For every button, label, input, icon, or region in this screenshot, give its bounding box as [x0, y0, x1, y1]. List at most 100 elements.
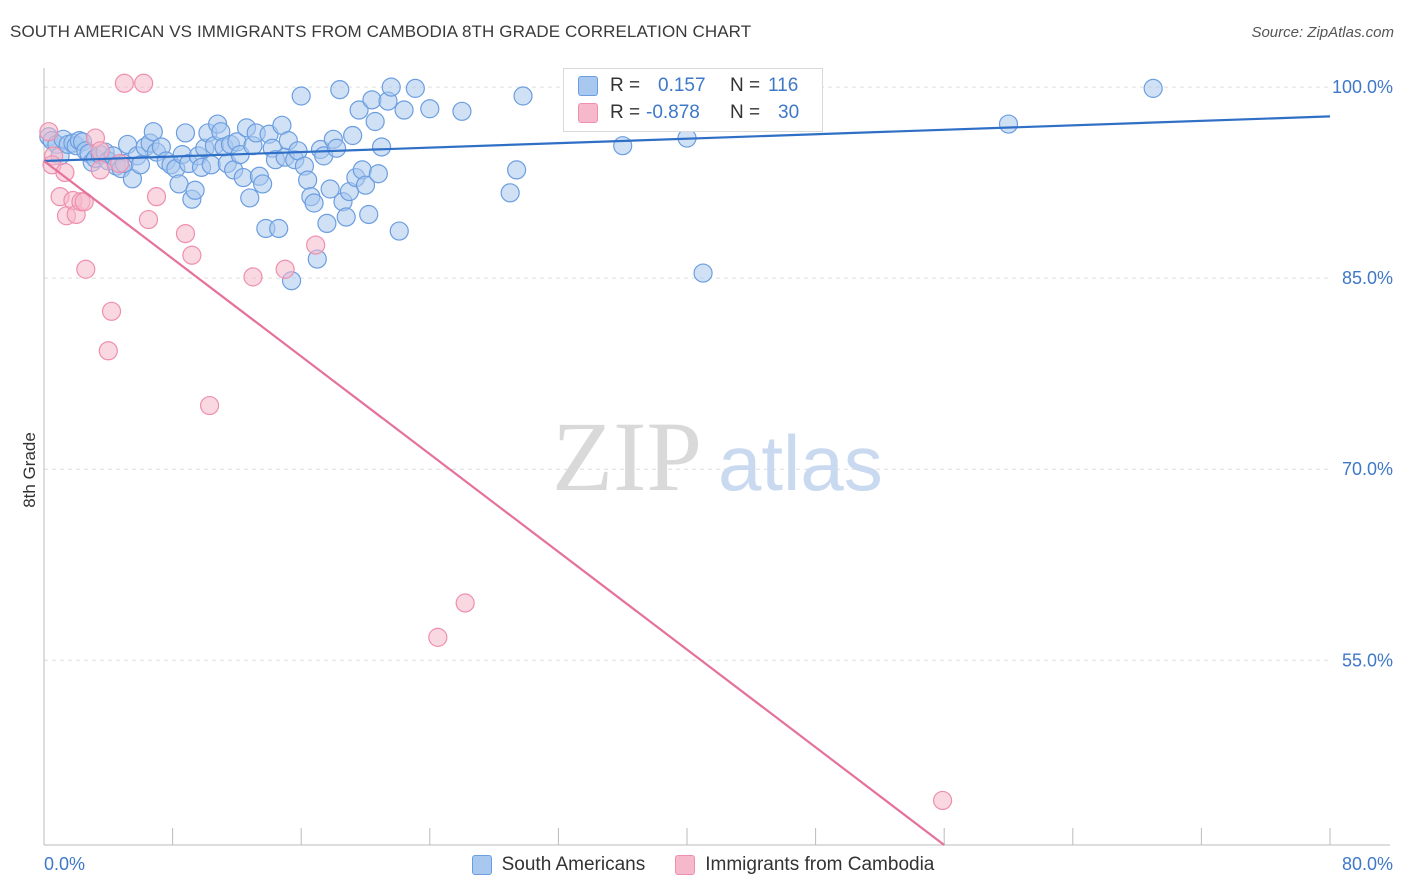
stats-row-cambodia: R = -0.878 N = 30	[578, 101, 799, 125]
n-label: N =	[730, 75, 761, 96]
legend-swatch-blue	[471, 855, 492, 875]
point-south-americans	[169, 174, 189, 194]
y-tick-label: 70.0%	[1342, 459, 1393, 479]
watermark-atlas: atlas	[718, 419, 883, 507]
r-label: R =	[610, 75, 641, 96]
point-south-americans	[420, 99, 440, 119]
point-south-americans	[343, 125, 363, 146]
point-south-americans	[389, 221, 409, 241]
point-cambodia	[90, 141, 110, 161]
y-tick-label: 100.0%	[1332, 77, 1393, 97]
point-cambodia	[275, 259, 295, 279]
point-south-americans	[998, 114, 1019, 134]
point-south-americans	[269, 218, 289, 239]
n-value: 30	[778, 102, 800, 123]
point-south-americans	[291, 86, 311, 106]
point-south-americans	[304, 193, 324, 213]
y-tick-label: 55.0%	[1342, 650, 1393, 670]
watermark-zip: ZIP	[552, 401, 702, 512]
point-south-americans	[130, 155, 151, 175]
point-south-americans	[507, 160, 527, 180]
point-south-americans	[371, 137, 392, 157]
chart-title: SOUTH AMERICAN VS IMMIGRANTS FROM CAMBOD…	[10, 22, 752, 41]
point-south-americans	[253, 174, 273, 194]
point-south-americans	[317, 213, 337, 233]
point-south-americans	[330, 80, 350, 100]
point-cambodia	[175, 223, 196, 244]
point-cambodia	[138, 209, 159, 230]
trend-lines	[43, 115, 1331, 846]
point-south-americans	[368, 164, 388, 184]
point-south-americans	[693, 263, 713, 283]
point-south-americans	[320, 179, 340, 199]
point-cambodia	[98, 341, 118, 361]
source-label: Source: ZipAtlas.com	[1251, 24, 1394, 41]
y-tick-label: 85.0%	[1342, 268, 1393, 288]
point-cambodia	[39, 122, 59, 142]
point-south-americans	[405, 78, 425, 98]
x-tick-label: 80.0%	[1342, 854, 1393, 874]
point-south-americans	[240, 188, 260, 208]
stats-legend: R = 0.157 N = 116 R = -0.878 N = 30	[563, 68, 823, 132]
point-south-americans	[185, 180, 205, 200]
point-cambodia	[101, 301, 122, 321]
point-south-americans	[613, 136, 633, 156]
point-south-americans	[298, 170, 318, 190]
point-cambodia	[199, 395, 220, 416]
point-cambodia	[55, 162, 75, 183]
point-south-americans	[500, 183, 520, 203]
legend-label: Immigrants from Cambodia	[705, 854, 935, 875]
trend-line-south-americans	[43, 115, 1331, 163]
trend-line-cambodia	[43, 160, 945, 846]
series-south-americans	[39, 77, 1163, 291]
y-axis-title: 8th Grade	[20, 432, 39, 508]
point-cambodia	[428, 627, 448, 647]
watermark: ZIP atlas	[552, 401, 883, 512]
point-cambodia	[243, 267, 263, 287]
r-value: 0.157	[658, 75, 706, 96]
point-south-americans	[143, 122, 163, 142]
n-label: N =	[730, 102, 761, 123]
x-tick-label: 0.0%	[44, 854, 85, 874]
y-tick-labels: 100.0% 85.0% 70.0% 55.0%	[1332, 77, 1393, 670]
point-south-americans	[452, 101, 472, 121]
point-cambodia	[114, 73, 134, 93]
n-value: 116	[768, 75, 799, 96]
legend-swatch-pink	[675, 855, 696, 875]
point-south-americans	[394, 100, 414, 120]
legend-swatch-pink	[578, 103, 598, 123]
point-south-americans	[336, 207, 356, 227]
point-south-americans	[381, 77, 401, 97]
r-label: R =	[610, 102, 641, 123]
point-cambodia	[76, 259, 96, 279]
legend-label: South Americans	[501, 854, 646, 875]
point-cambodia	[306, 235, 326, 255]
point-south-americans	[201, 155, 221, 175]
legend-swatch-blue	[578, 76, 598, 96]
point-cambodia	[134, 73, 154, 93]
point-south-americans	[1143, 78, 1163, 98]
x-tick-labels: 0.0% 80.0%	[44, 854, 1393, 874]
point-south-americans	[362, 90, 382, 110]
point-south-americans	[355, 175, 376, 195]
r-value: -0.878	[646, 102, 700, 123]
point-south-americans	[233, 167, 253, 188]
point-cambodia	[932, 790, 953, 811]
point-south-americans	[326, 138, 347, 158]
series-immigrants-from-cambodia	[39, 73, 953, 811]
axes	[43, 68, 1390, 846]
point-south-americans	[175, 123, 196, 143]
series-legend: South Americans Immigrants from Cambodia	[0, 852, 1406, 878]
point-cambodia	[455, 593, 475, 613]
point-south-americans	[349, 100, 369, 120]
point-south-americans	[513, 86, 533, 106]
point-south-americans	[359, 204, 379, 225]
legend-item-immigrants-from-cambodia[interactable]: Immigrants from Cambodia	[675, 854, 934, 876]
point-south-americans	[365, 111, 385, 132]
stats-row-south-americans: R = 0.157 N = 116	[578, 74, 798, 98]
point-cambodia	[90, 160, 110, 180]
point-cambodia	[182, 245, 202, 265]
point-cambodia	[146, 187, 167, 207]
legend-item-south-americans[interactable]: South Americans	[471, 854, 646, 876]
